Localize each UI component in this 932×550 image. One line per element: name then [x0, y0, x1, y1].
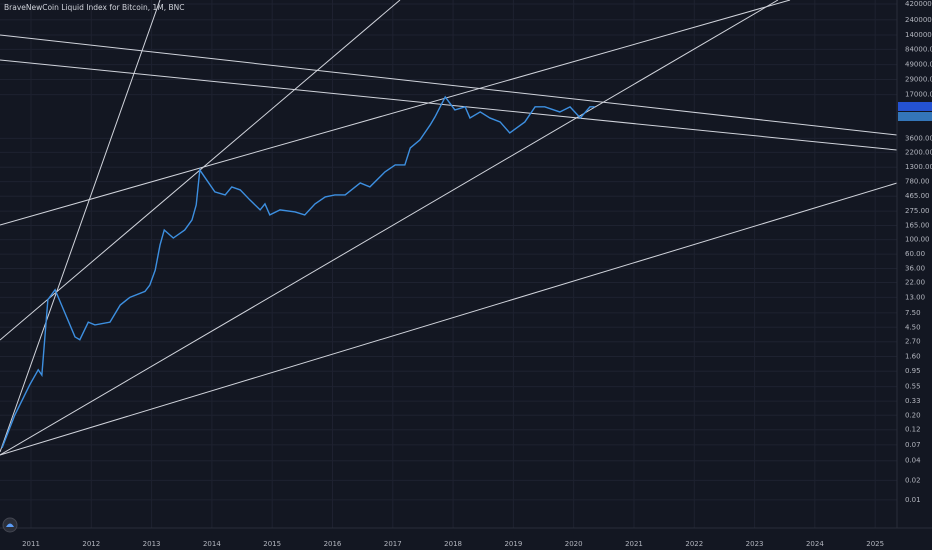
- x-tick-label: 2015: [263, 540, 281, 548]
- chart-title: BraveNewCoin Liquid Index for Bitcoin, 1…: [4, 3, 185, 12]
- price-line: [1, 95, 595, 449]
- x-tick-label: 2018: [444, 540, 462, 548]
- price-badge: [898, 112, 932, 121]
- y-tick-label: 36.00: [905, 265, 925, 273]
- x-tick-label: 2020: [565, 540, 583, 548]
- x-tick-label: 2021: [625, 540, 643, 548]
- y-tick-label: 84000.00: [905, 45, 932, 53]
- y-tick-label: 0.04: [905, 457, 921, 465]
- y-tick-label: 7.50: [905, 309, 921, 317]
- y-tick-label: 240000.00: [905, 16, 932, 24]
- x-tick-label: 2019: [504, 540, 522, 548]
- y-tick-label: 0.01: [905, 496, 921, 504]
- y-tick-label: 0.02: [905, 476, 921, 484]
- x-tick-label: 2016: [324, 540, 342, 548]
- y-tick-label: 49000.00: [905, 61, 932, 69]
- plot: [1, 95, 595, 449]
- x-tick-label: 2013: [143, 540, 161, 548]
- y-tick-label: 420000.00: [905, 0, 932, 8]
- trend-line: [0, 0, 779, 456]
- y-tick-label: 140000.00: [905, 31, 932, 39]
- x-tick-label: 2025: [866, 540, 884, 548]
- y-tick-label: 13.00: [905, 293, 925, 301]
- price-badge: [898, 102, 932, 111]
- x-tick-label: 2011: [22, 540, 40, 548]
- y-tick-label: 2.70: [905, 338, 921, 346]
- y-tick-label: 4.50: [905, 323, 921, 331]
- y-tick-label: 29000.00: [905, 75, 932, 83]
- trend-line: [0, 182, 898, 456]
- y-tick-label: 780.00: [905, 178, 930, 186]
- x-tick-label: 2017: [384, 540, 402, 548]
- y-tick-label: 165.00: [905, 222, 930, 230]
- x-tick-label: 2012: [82, 540, 100, 548]
- trend-line: [0, 0, 161, 453]
- y-tick-label: 2200.00: [905, 148, 932, 156]
- y-tick-label: 100.00: [905, 236, 930, 244]
- trend-line: [0, 34, 898, 136]
- y-tick-label: 1300.00: [905, 163, 932, 171]
- y-tick-label: 22.00: [905, 278, 925, 286]
- x-tick-label: 2024: [806, 540, 824, 548]
- y-tick-label: 0.07: [905, 441, 921, 449]
- grid: [0, 0, 897, 528]
- trend-line: [0, 59, 898, 151]
- x-tick-label: 2022: [685, 540, 703, 548]
- y-tick-label: 3600.00: [905, 134, 932, 142]
- y-tick-label: 1.60: [905, 353, 921, 361]
- y-tick-label: 60.00: [905, 250, 925, 258]
- x-tick-label: 2023: [746, 540, 764, 548]
- y-tick-label: 275.00: [905, 207, 930, 215]
- y-tick-label: 0.20: [905, 411, 921, 419]
- logo-icon: [6, 523, 14, 527]
- y-tick-label: 17000.00: [905, 91, 932, 99]
- y-tick-label: 0.33: [905, 397, 921, 405]
- y-tick-label: 0.95: [905, 367, 921, 375]
- trend-line: [0, 0, 791, 226]
- y-tick-label: 0.55: [905, 383, 921, 391]
- x-tick-label: 2014: [203, 540, 221, 548]
- y-tick-label: 465.00: [905, 192, 930, 200]
- y-tick-label: 0.12: [905, 426, 921, 434]
